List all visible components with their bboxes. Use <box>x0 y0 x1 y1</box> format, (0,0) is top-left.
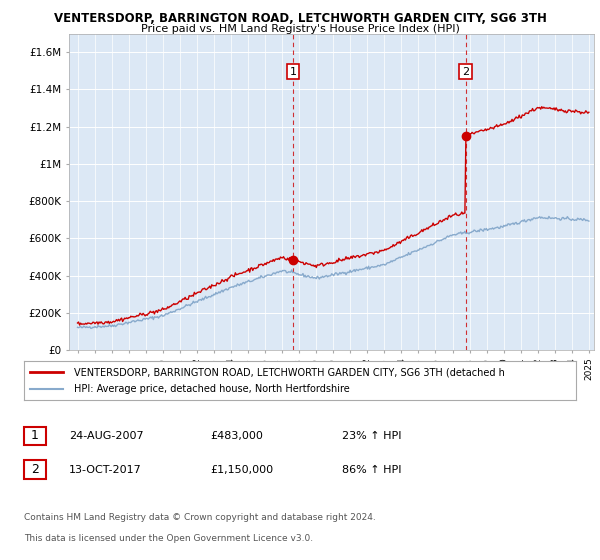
Text: This data is licensed under the Open Government Licence v3.0.: This data is licensed under the Open Gov… <box>24 534 313 543</box>
Text: 23% ↑ HPI: 23% ↑ HPI <box>342 431 401 441</box>
Text: £483,000: £483,000 <box>210 431 263 441</box>
Text: VENTERSDORP, BARRINGTON ROAD, LETCHWORTH GARDEN CITY, SG6 3TH (detached h: VENTERSDORP, BARRINGTON ROAD, LETCHWORTH… <box>74 367 505 377</box>
Text: 24-AUG-2007: 24-AUG-2007 <box>69 431 143 441</box>
Text: 86% ↑ HPI: 86% ↑ HPI <box>342 465 401 474</box>
Text: VENTERSDORP, BARRINGTON ROAD, LETCHWORTH GARDEN CITY, SG6 3TH: VENTERSDORP, BARRINGTON ROAD, LETCHWORTH… <box>53 12 547 25</box>
Text: 1: 1 <box>31 430 39 442</box>
Text: 1: 1 <box>290 67 296 77</box>
Text: 2: 2 <box>462 67 469 77</box>
Text: £1,150,000: £1,150,000 <box>210 465 273 474</box>
Text: 13-OCT-2017: 13-OCT-2017 <box>69 465 142 474</box>
Text: Contains HM Land Registry data © Crown copyright and database right 2024.: Contains HM Land Registry data © Crown c… <box>24 513 376 522</box>
Text: HPI: Average price, detached house, North Hertfordshire: HPI: Average price, detached house, Nort… <box>74 384 349 394</box>
Text: Price paid vs. HM Land Registry's House Price Index (HPI): Price paid vs. HM Land Registry's House … <box>140 24 460 34</box>
Text: 2: 2 <box>31 463 39 476</box>
